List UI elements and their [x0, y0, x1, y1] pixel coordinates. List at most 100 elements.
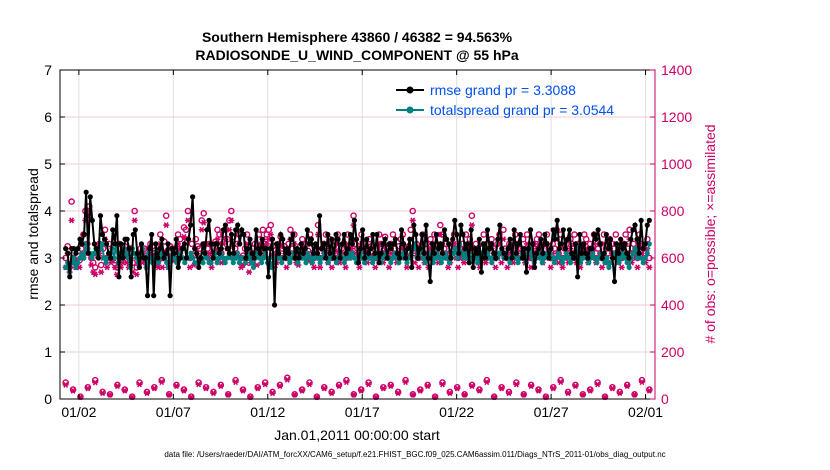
rmse-point — [63, 246, 69, 252]
rmse-point — [136, 264, 142, 270]
chart-title: Southern Hemisphere 43860 / 46382 = 94.5… — [202, 29, 513, 45]
rmse-point — [581, 241, 587, 247]
asterisk-stroke — [159, 379, 165, 386]
rmse-point — [339, 241, 345, 247]
asterisk-stroke — [386, 264, 392, 271]
rmse-point — [491, 250, 497, 256]
rmse-point — [611, 278, 618, 285]
asterisk-stroke — [366, 381, 371, 388]
obs-low-possible-marker — [151, 383, 158, 391]
spread-point — [642, 255, 648, 261]
rmse-point — [290, 231, 296, 238]
asterisk-stroke — [484, 379, 490, 386]
spread-point — [250, 264, 257, 270]
rmse-point — [646, 217, 652, 223]
rmse-point — [319, 246, 325, 252]
rmse-point — [300, 250, 306, 256]
rmse-point — [155, 255, 161, 261]
rmse-point — [237, 241, 243, 247]
obs-low-possible-marker — [121, 386, 129, 393]
obs-low-possible-marker — [158, 376, 166, 384]
spread-point — [644, 250, 650, 256]
rmse-point — [87, 194, 93, 200]
rmse-point — [640, 246, 646, 252]
spread-point — [422, 260, 428, 266]
rmse-point — [388, 246, 394, 252]
obs-low-possible-marker — [520, 390, 528, 398]
rmse-point — [196, 264, 202, 270]
rmse-point — [335, 236, 341, 242]
rmse-point — [417, 246, 423, 252]
asterisk-stroke — [284, 264, 289, 271]
asterisk-stroke — [513, 381, 519, 388]
rmse-point — [630, 227, 636, 233]
rmse-point — [93, 246, 99, 252]
rmse-point — [161, 255, 167, 261]
rmse-point — [468, 227, 474, 233]
obs-assimilated-marker — [208, 264, 215, 271]
obs-assimilated-marker — [92, 271, 99, 278]
rmse-point — [530, 241, 536, 247]
rmse-point — [312, 241, 319, 247]
rmse-point — [341, 231, 347, 238]
spread-point — [81, 255, 87, 261]
rmse-point — [99, 231, 106, 238]
rmse-point — [527, 227, 534, 233]
rmse-point — [568, 250, 575, 256]
rmse-point — [390, 241, 396, 247]
y-tick-label: 5 — [44, 156, 52, 172]
rmse-point — [616, 250, 622, 256]
rmse-point — [183, 255, 190, 261]
obs-possible-marker — [68, 198, 75, 205]
obs-low-possible-marker — [269, 388, 276, 396]
rmse-point — [542, 231, 548, 238]
rmse-point — [200, 241, 206, 247]
rmse-point — [478, 269, 485, 275]
obs-low-possible-marker — [91, 376, 99, 384]
rmse-line — [64, 192, 651, 306]
spread-point — [626, 264, 632, 270]
asterisk-stroke — [440, 381, 445, 388]
rmse-point — [116, 274, 122, 280]
rmse-point — [296, 255, 302, 261]
asterisk-stroke — [469, 222, 475, 229]
rmse-point — [493, 255, 499, 261]
rmse-point — [169, 246, 175, 252]
rmse-point — [466, 260, 472, 266]
spread-point — [497, 250, 503, 256]
rmse-point — [112, 241, 118, 247]
rmse-point — [601, 250, 607, 256]
rmse-point — [67, 274, 73, 280]
rmse-point — [534, 250, 540, 256]
rmse-point — [357, 246, 364, 252]
rmse-point — [511, 227, 517, 233]
obs-low-possible-marker — [217, 381, 225, 389]
rmse-point — [224, 246, 231, 252]
rmse-point — [443, 236, 450, 242]
rmse-point — [95, 255, 102, 261]
asterisk-stroke — [445, 264, 451, 271]
obs-low-possible-marker — [165, 390, 173, 398]
asterisk-stroke — [185, 217, 191, 224]
rmse-point — [597, 241, 603, 247]
rmse-point — [233, 227, 239, 233]
rmse-point — [271, 302, 278, 308]
rmse-point — [222, 222, 229, 228]
rmse-point — [470, 264, 476, 270]
rmse-point — [343, 250, 349, 256]
asterisk-stroke — [307, 381, 312, 388]
rmse-point — [355, 260, 362, 266]
y2-tick-label: 1400 — [661, 62, 692, 78]
rmse-point — [284, 246, 290, 252]
rmse-point — [626, 255, 632, 261]
spread-point — [396, 260, 402, 266]
obs-assimilated-marker — [317, 264, 324, 271]
spread-point — [307, 255, 313, 261]
obs-low-possible-marker — [513, 379, 520, 386]
rmse-point — [376, 260, 382, 266]
x-tick-label: 01/02 — [61, 404, 96, 420]
rmse-point — [421, 250, 427, 256]
rmse-point — [306, 241, 312, 247]
spread-point — [315, 255, 321, 261]
x-tick-label: 01/12 — [250, 404, 285, 420]
